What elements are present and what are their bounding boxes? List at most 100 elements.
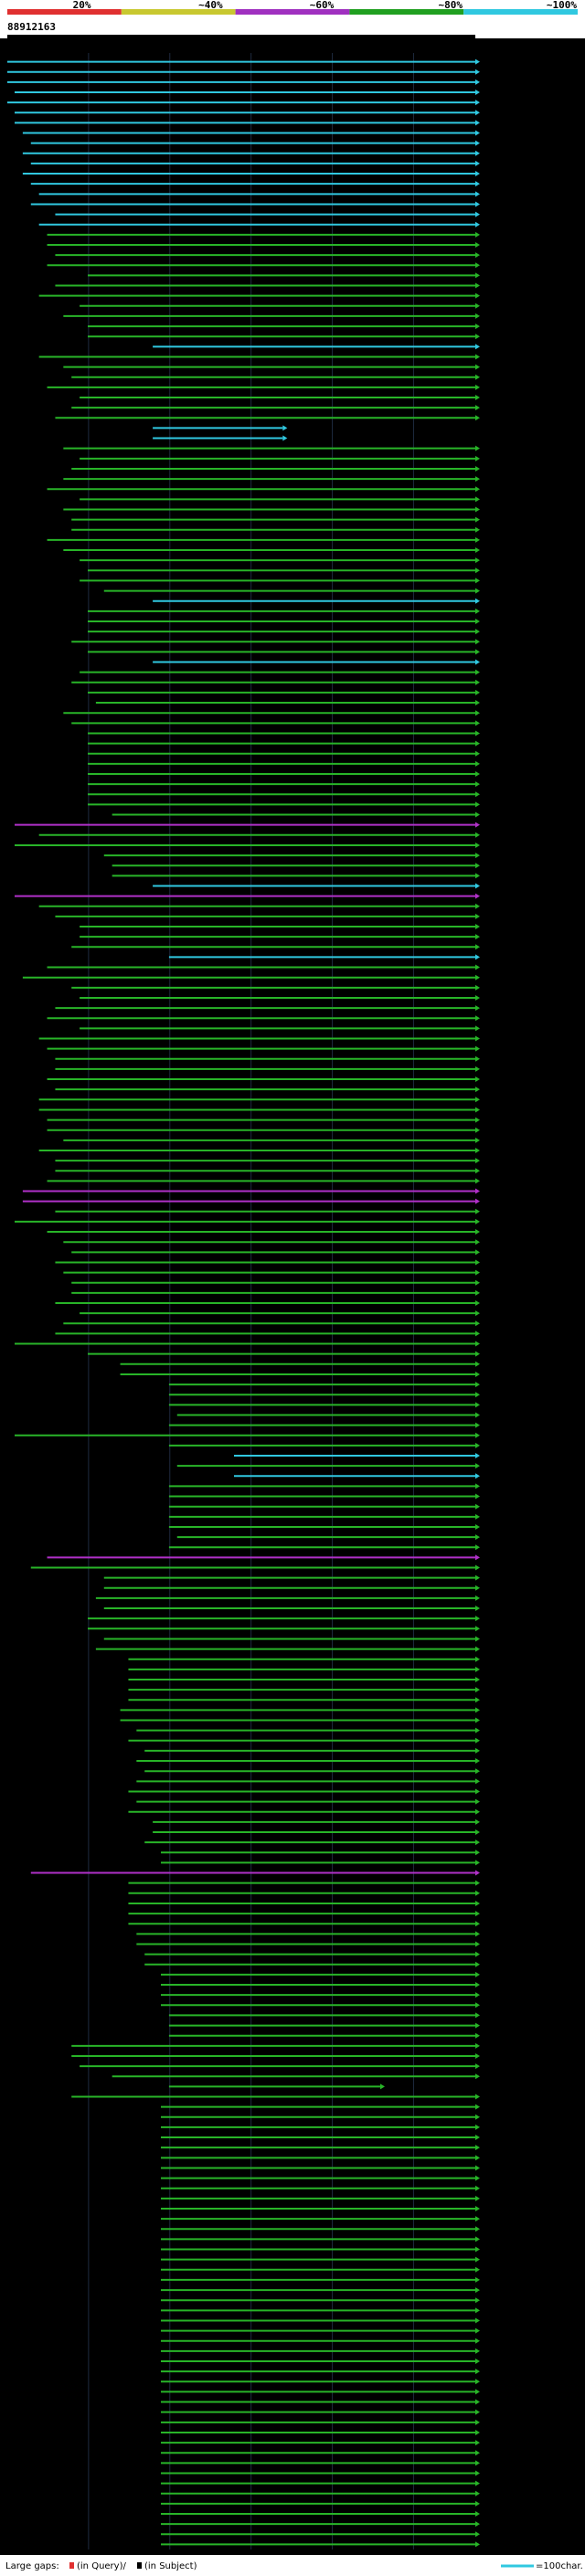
hit-arrow xyxy=(475,2012,480,2019)
hit-arrow xyxy=(475,2541,480,2548)
hit-label: UniRef100_Q1GYC1 xyxy=(481,2347,566,2357)
hit-label: UniRef100_Q7RDD6 xyxy=(481,1736,566,1746)
hit-label: UniRef100_C1GYO6 xyxy=(481,2367,566,2377)
hit-arrow xyxy=(475,1870,480,1876)
hit-arrow xyxy=(475,770,480,777)
hit-label: UniRef100_Q4WQG6 xyxy=(481,1899,566,1909)
hit-label: UniRef100_C3Y3G4 xyxy=(481,668,566,678)
hit-label: UniRef100_Q8LSZ8 xyxy=(481,566,566,576)
hit-arrow xyxy=(475,700,480,706)
hit-arrow xyxy=(475,89,480,95)
hit-label: UniRef100_B9NZB0 xyxy=(481,881,566,891)
hit-label: UniRef100_C1MJ64 xyxy=(481,1471,566,1481)
hit-arrow xyxy=(475,2155,480,2161)
axis-end-label: 577 xyxy=(455,41,473,53)
hit-arrow xyxy=(475,1574,480,1581)
hit-label: UniRef100_P32875 xyxy=(481,1645,565,1655)
hit-arrow xyxy=(475,2104,480,2110)
hit-arrow xyxy=(475,883,480,889)
hit-label: UniRef100_A7HBU9 xyxy=(481,1655,566,1665)
hit-arrow xyxy=(475,1198,480,1204)
hit-label: UniRef100_A4PW69 xyxy=(481,1705,566,1715)
hit-arrow xyxy=(475,1616,480,1622)
hit-label: UniRef100_C1D154 xyxy=(481,2265,566,2275)
hit-arrow xyxy=(475,1035,480,1042)
hit-arrow xyxy=(475,181,480,187)
hit-label: UniRef100_C1A941 xyxy=(481,2448,566,2458)
hit-label: UniRef100_B6HF01 xyxy=(481,902,566,912)
hit-label: UniRef100_Q2Y719 xyxy=(481,2418,566,2428)
hit-label: UniRef100_Q98NH4 xyxy=(481,2428,566,2438)
hit-label: UniRef100_UP1000.. xyxy=(481,322,576,332)
hit-label: UniRef100_Q0CCZ4 xyxy=(481,932,566,942)
hit-label: UniRef100_UP1000.. xyxy=(481,647,576,657)
hit-label: UniRef100_Q6BXU4 xyxy=(481,1227,566,1237)
hit-arrow xyxy=(475,2359,480,2365)
hit-label: UniRef100_UP1000.. xyxy=(481,922,576,932)
hit-arrow xyxy=(475,1818,480,1825)
hit-label: UniRef100_A5DG11 xyxy=(481,1126,566,1136)
hit-label: UniRef100_C3PT20 xyxy=(481,2133,566,2143)
footer-subject-gap-text: (in Subject) xyxy=(144,2561,197,2571)
hit-arrow xyxy=(380,2083,385,2090)
hit-label: UniRef100_Q1DWN0 xyxy=(481,2204,566,2214)
hit-label: UniRef100_A6RKT4 xyxy=(481,1217,566,1227)
hit-arrow xyxy=(475,2276,480,2283)
hit-arrow xyxy=(475,292,480,299)
hit-arrow xyxy=(475,1463,480,1469)
hit-label: UniRef100_B4LD74 xyxy=(481,1350,566,1360)
hit-label: UniRef100_UP1000.. xyxy=(481,759,576,769)
hit-arrow xyxy=(475,69,480,75)
hit-label: UniRef100_Q6EN3A xyxy=(481,2285,566,2295)
hit-label: UniRef100_B9Z818 xyxy=(481,2398,566,2408)
hit-label: UniRef100_B2AT43 xyxy=(481,1584,566,1594)
hit-label: UniRef100_A4RC47 xyxy=(481,1594,566,1604)
hit-arrow xyxy=(475,536,480,543)
hit-arrow xyxy=(475,1259,480,1266)
hit-label: UniRef100_B4KEZ9 xyxy=(481,1766,566,1776)
hit-label: UniRef100_B3NIL9 xyxy=(481,504,566,514)
hit-arrow xyxy=(475,2348,480,2354)
hit-arrow xyxy=(475,2124,480,2130)
hit-arrow xyxy=(475,1636,480,1642)
hit-label: UniRef100_UP1000.. xyxy=(481,260,576,270)
hit-label: UniRef100_C1FFB3 xyxy=(481,2010,566,2020)
hit-arrow xyxy=(475,2226,480,2232)
hit-arrow xyxy=(475,110,480,116)
hit-arrow xyxy=(475,1850,480,1856)
hit-label: UniRef100_B9Q3H6 xyxy=(481,2194,566,2204)
hit-arrow xyxy=(475,1687,480,1693)
hit-arrow xyxy=(475,801,480,808)
hit-arrow xyxy=(475,598,480,604)
hit-arrow xyxy=(475,1707,480,1713)
hit-arrow xyxy=(475,1158,480,1164)
hit-label: UniRef100_UP1000.. xyxy=(481,1461,576,1471)
hit-arrow xyxy=(475,2521,480,2528)
hit-arrow xyxy=(475,465,480,472)
hit-label: UniRef100_UP1000.. xyxy=(481,678,576,688)
hit-arrow xyxy=(475,1422,480,1428)
hit-label: UniRef100_UP1000.. xyxy=(481,1675,576,1685)
hit-label: UniRef100_B3M6A3 xyxy=(481,1960,566,1970)
hit-arrow xyxy=(475,1697,480,1703)
hit-label: UniRef100_B9RB4G xyxy=(481,139,566,149)
hit-label: UniRef100_B3QK09 xyxy=(481,2438,566,2448)
hit-arrow xyxy=(475,2114,480,2120)
hit-label: UniRef100_C1GPM3 xyxy=(481,1095,566,1105)
hit-label: UniRef100_Q5U7G1 xyxy=(481,1970,566,1980)
hit-arrow xyxy=(475,822,480,828)
hit-arrow xyxy=(475,1483,480,1489)
hit-label: UniRef100_B9WFS9 xyxy=(481,1237,566,1247)
hit-arrow xyxy=(475,2175,480,2181)
hit-label: UniRef100_Q6FPY0 xyxy=(481,973,566,983)
hit-label: UniRef100_Q3UST3 xyxy=(481,2214,566,2224)
hit-arrow xyxy=(475,1361,480,1367)
hit-arrow xyxy=(475,302,480,309)
hit-arrow xyxy=(475,1351,480,1357)
hit-arrow xyxy=(475,2327,480,2334)
hit-label: UniRef100_B8NLL0 xyxy=(481,1166,566,1176)
hit-label: UniRef100_UP1000.. xyxy=(481,494,576,504)
hit-arrow xyxy=(475,1147,480,1153)
hit-label: UniRef100_B8H988 xyxy=(481,2174,566,2184)
hit-arrow xyxy=(475,934,480,940)
